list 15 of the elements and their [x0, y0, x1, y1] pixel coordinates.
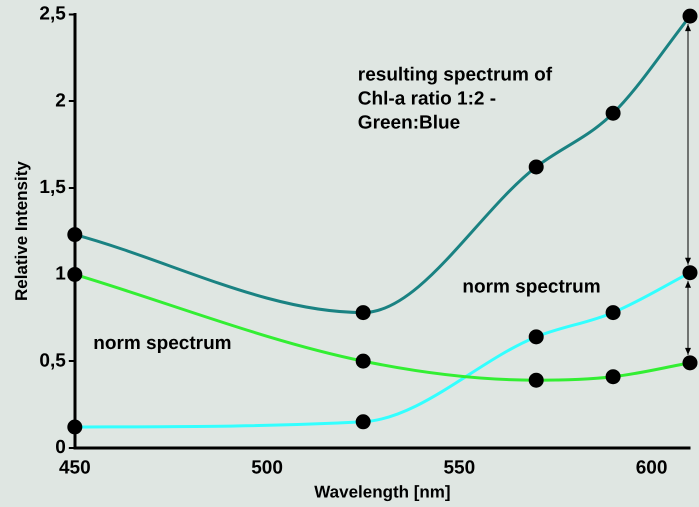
y-tick-label: 0,5	[39, 350, 66, 372]
annotation: norm spectrum	[462, 276, 601, 298]
y-tick-label: 1	[55, 264, 66, 285]
y-axis-title: Relative Intensity	[12, 160, 31, 302]
y-tick-label: 2	[55, 90, 66, 112]
x-tick-label: 550	[443, 457, 476, 478]
y-tick-label: 1,5	[39, 176, 66, 198]
x-tick-label: 500	[251, 457, 283, 478]
y-tick-label: 0	[55, 437, 66, 458]
x-axis-title: Wavelength [nm]	[314, 482, 451, 502]
y-tick-label: 2,5	[39, 4, 66, 25]
x-tick-label: 600	[636, 457, 668, 478]
annotation: resulting spectrum of Chl-a ratio 1:2 - Green:Blue	[358, 64, 553, 134]
x-tick-label: 450	[58, 457, 91, 478]
annotation: norm spectrum	[93, 333, 232, 354]
